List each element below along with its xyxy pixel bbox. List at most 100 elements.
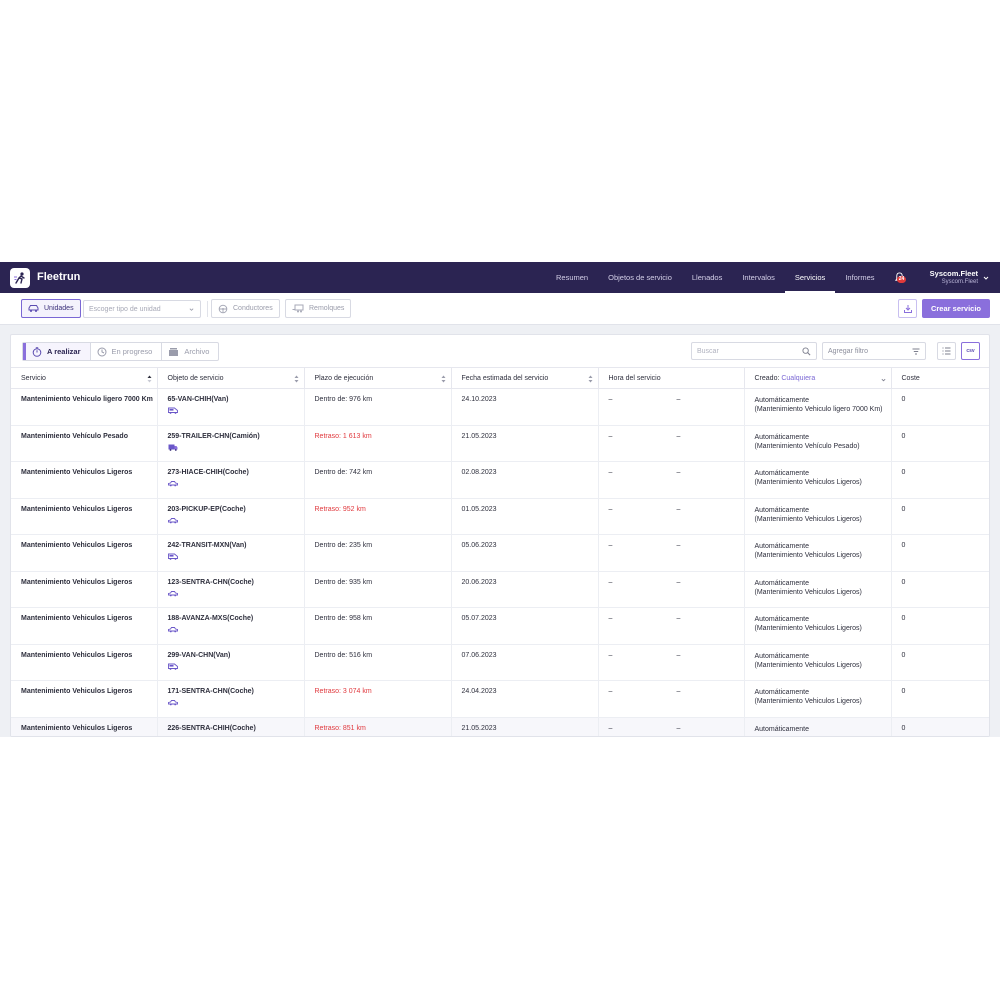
service-object-cell[interactable]: 242-TRANSIT-MXN(Van) — [157, 534, 305, 572]
time-end: – — [676, 542, 681, 549]
column-header-fecha[interactable]: Fecha estimada del servicio — [451, 367, 599, 389]
estimated-date-cell: 24.10.2023 — [451, 388, 599, 426]
search-input[interactable]: Buscar — [691, 342, 817, 360]
tab-a-realizar[interactable]: A realizar — [23, 343, 91, 360]
main-nav: Resumen Objetos de servicio Llenados Int… — [546, 262, 885, 293]
service-name-cell[interactable]: Mantenimiento Vehiculos Ligeros — [11, 644, 158, 681]
created-source: (Mantenimiento Vehiculos Ligeros) — [754, 588, 862, 596]
term-value: Dentro de: 958 km — [314, 615, 373, 622]
car-icon — [167, 517, 178, 523]
add-filter-input[interactable]: Agregar filtro — [822, 342, 926, 360]
nav-item-objetos-de-servicio[interactable]: Objetos de servicio — [608, 273, 672, 282]
created-cell: Automáticamente (Mantenimiento Vehículo P… — [744, 425, 892, 462]
service-name-cell[interactable]: Mantenimiento Vehículo Pesado — [11, 425, 158, 462]
service-object-name[interactable]: 203-PICKUP-EP(Coche) — [167, 505, 246, 513]
service-name-cell[interactable]: Mantenimiento Vehiculos Ligeros — [11, 571, 158, 608]
table-row[interactable]: Mantenimiento Vehiculos Ligeros 273-HIACE… — [11, 461, 989, 499]
service-name-cell[interactable]: Mantenimiento Vehiculos Ligeros — [11, 607, 158, 645]
truck-icon — [168, 444, 177, 451]
units-button[interactable]: Unidades — [21, 299, 81, 318]
time-start: – — [608, 724, 613, 732]
service-object-name[interactable]: 242-TRANSIT-MXN(Van) — [167, 542, 247, 549]
nav-item-resumen[interactable]: Resumen — [556, 273, 589, 282]
execution-term-cell: Dentro de: 742 km — [304, 461, 452, 499]
service-object-name[interactable]: 123-SENTRA-CHN(Coche) — [167, 578, 254, 586]
table-row[interactable]: Mantenimiento Vehiculos Ligeros 188-AVANZ… — [11, 607, 989, 645]
creado-filter-value[interactable]: Cualquiera — [781, 374, 816, 382]
unit-type-placeholder: Escoger tipo de unidad — [89, 306, 161, 313]
nav-item-intervalos[interactable]: Intervalos — [742, 273, 775, 282]
service-time-cell: – – — [598, 388, 745, 426]
table-row[interactable]: Mantenimiento Vehiculos Ligeros 123-SENTR… — [11, 571, 989, 608]
nav-item-informes[interactable]: Informes — [845, 273, 875, 282]
nav-item-servicios[interactable]: Servicios — [784, 262, 836, 293]
column-header-objeto[interactable]: Objeto de servicio — [157, 367, 305, 389]
user-menu[interactable]: Syscom.Fleet Syscom.Fleet — [918, 269, 978, 285]
unit-type-select[interactable]: Escoger tipo de unidad — [83, 300, 201, 318]
trailers-label: Remolques — [309, 305, 345, 312]
service-name-cell[interactable]: Mantenimiento Vehiculos Ligeros — [11, 498, 158, 535]
service-object-cell[interactable]: 273-HIACE-CHIH(Coche) — [157, 461, 305, 499]
service-object-cell[interactable]: 123-SENTRA-CHN(Coche) — [157, 571, 305, 608]
service-object-name[interactable]: 299-VAN-CHN(Van) — [167, 651, 231, 659]
service-object-cell[interactable]: 65-VAN-CHIH(Van) — [157, 388, 305, 426]
delay-value: Retraso: 1 613 km — [314, 432, 372, 440]
service-name-cell[interactable]: Mantenimiento Vehiculos Ligeros — [11, 461, 158, 499]
table-row[interactable]: Mantenimiento Vehiculos Ligeros 171-SENTR… — [11, 680, 989, 718]
chevron-down-icon[interactable] — [881, 376, 886, 384]
table-row[interactable]: Mantenimiento Vehiculos Ligeros 242-TRANS… — [11, 534, 989, 572]
csv-export-button[interactable]: csv — [961, 342, 980, 360]
service-object-name[interactable]: 259-TRAILER-CHN(Camión) — [167, 432, 260, 440]
list-view-button[interactable] — [937, 342, 956, 360]
service-object-name[interactable]: 273-HIACE-CHIH(Coche) — [167, 469, 249, 476]
column-header-plazo[interactable]: Plazo de ejecución — [304, 367, 452, 389]
service-object-cell[interactable]: 226-SENTRA-CHIH(Coche) — [157, 717, 305, 736]
service-object-cell[interactable]: 299-VAN-CHN(Van) — [157, 644, 305, 681]
time-end: – — [676, 651, 681, 659]
column-header-creado[interactable]: Creado: Cualquiera — [744, 367, 892, 389]
service-object-name[interactable]: 188-AVANZA-MXS(Coche) — [167, 615, 254, 622]
fleetrun-logo-icon[interactable] — [10, 268, 30, 288]
column-header-servicio[interactable]: Servicio — [11, 367, 158, 389]
service-object-cell[interactable]: 259-TRAILER-CHN(Camión) — [157, 425, 305, 462]
table-row[interactable]: Mantenimiento Vehiculos Ligeros 299-VAN-C… — [11, 644, 989, 681]
service-object-name[interactable]: 171-SENTRA-CHN(Coche) — [167, 688, 254, 695]
tab-en-progreso[interactable]: En progreso — [91, 343, 163, 360]
cost-cell: 0 — [891, 680, 989, 718]
cost-cell: 0 — [891, 607, 989, 645]
column-header-label: Plazo de ejecución — [314, 374, 374, 382]
sort-icon[interactable] — [441, 375, 446, 383]
table-row[interactable]: Mantenimiento Vehiculos Ligeros 203-PICKU… — [11, 498, 989, 535]
drivers-button[interactable]: Conductores — [211, 299, 280, 318]
service-object-name[interactable]: 226-SENTRA-CHIH(Coche) — [167, 724, 256, 732]
table-row[interactable]: Mantenimiento Vehiculos Ligeros 226-SENTR… — [11, 717, 989, 736]
table-row[interactable]: Mantenimiento Vehículo Pesado 259-TRAILER… — [11, 425, 989, 462]
nav-item-llenados[interactable]: Llenados — [691, 273, 723, 282]
column-header-hora[interactable]: Hora del servicio — [598, 367, 745, 389]
sort-icon[interactable] — [294, 375, 299, 383]
search-placeholder: Buscar — [697, 348, 719, 355]
execution-term-cell: Dentro de: 516 km — [304, 644, 452, 681]
sort-icon[interactable] — [147, 375, 152, 383]
service-object-cell[interactable]: 188-AVANZA-MXS(Coche) — [157, 607, 305, 645]
service-name-cell[interactable]: Mantenimiento Vehiculos Ligeros — [11, 717, 158, 736]
service-name-cell[interactable]: Mantenimiento Vehiculos Ligeros — [11, 680, 158, 718]
trailers-button[interactable]: Remolques — [285, 299, 352, 318]
sort-icon[interactable] — [588, 375, 593, 383]
table-row[interactable]: Mantenimiento Vehiculo ligero 7000 Km 65-… — [11, 388, 989, 426]
create-service-button[interactable]: Crear servicio — [922, 299, 990, 318]
trailer-icon — [292, 304, 304, 313]
term-value: Dentro de: 516 km — [314, 651, 373, 659]
created-cell: Automáticamente (Mantenimiento Vehiculos … — [744, 571, 892, 608]
service-name-cell[interactable]: Mantenimiento Vehiculo ligero 7000 Km — [11, 388, 158, 426]
execution-term-cell: Dentro de: 935 km — [304, 571, 452, 608]
export-button[interactable] — [898, 299, 917, 318]
service-object-cell[interactable]: 203-PICKUP-EP(Coche) — [157, 498, 305, 535]
chevron-down-icon[interactable] — [983, 275, 989, 281]
chevron-down-icon — [189, 308, 194, 311]
column-header-coste[interactable]: Coste — [891, 367, 989, 389]
tab-archivo[interactable]: Archivo — [162, 343, 218, 360]
service-object-cell[interactable]: 171-SENTRA-CHN(Coche) — [157, 680, 305, 718]
service-name-cell[interactable]: Mantenimiento Vehiculos Ligeros — [11, 534, 158, 572]
service-object-name[interactable]: 65-VAN-CHIH(Van) — [167, 396, 229, 403]
